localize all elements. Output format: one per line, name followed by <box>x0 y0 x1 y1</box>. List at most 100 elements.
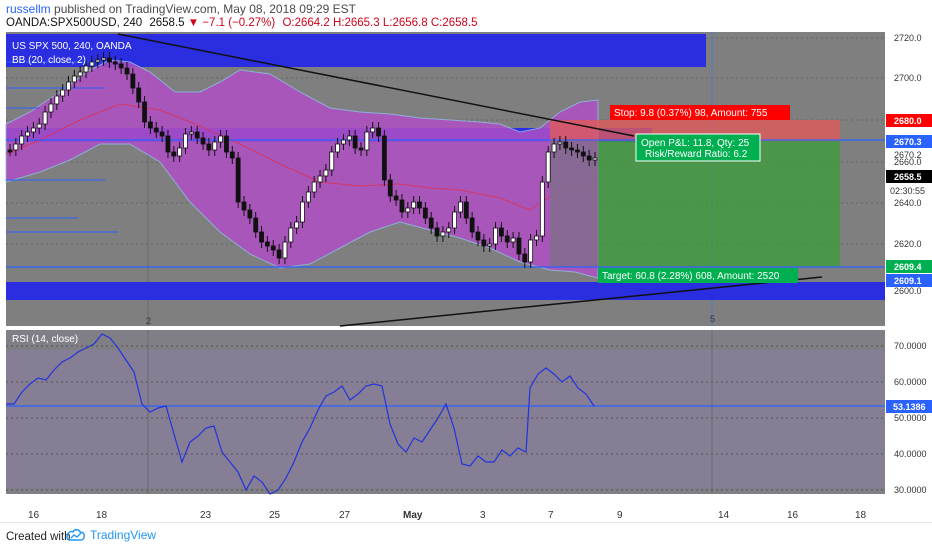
target-label[interactable]: Target: 60.8 (2.28%) 608, Amount: 2520 <box>598 268 798 283</box>
candle-body <box>48 103 54 113</box>
candle-body <box>54 95 60 105</box>
candle-body <box>300 201 305 223</box>
candle-body <box>124 67 130 75</box>
candle-body <box>112 61 118 65</box>
candle-body <box>341 139 346 145</box>
svg-text:5: 5 <box>710 314 715 324</box>
entry-overlap <box>550 141 598 267</box>
candle-body <box>580 151 586 157</box>
stop-zone[interactable] <box>550 120 840 141</box>
candle-body <box>42 111 48 125</box>
candle-body <box>107 57 112 63</box>
candle-body <box>534 235 539 241</box>
support-zone[interactable] <box>6 282 885 300</box>
high-value: H:2665.3 <box>332 17 380 29</box>
resistance-trendline[interactable] <box>117 33 635 137</box>
candle-body <box>311 181 317 193</box>
rsi-tick: 70.0000 <box>894 341 927 351</box>
time-tick: 3 <box>480 510 486 521</box>
candle-body <box>469 217 475 233</box>
time-tick: 18 <box>855 510 867 521</box>
rsi-value-tag: 53.1386 <box>893 402 926 412</box>
candle-body <box>101 57 106 61</box>
footer: Created with TradingView <box>0 522 932 551</box>
tradingview-brand: TradingView <box>90 528 157 542</box>
low-value: L:2656.8 <box>382 17 428 29</box>
candle-body <box>539 181 545 237</box>
level-price-tag: 2670.3 <box>894 137 922 147</box>
candle-body <box>387 179 393 197</box>
price-tags: 2680.0 2670.3 2670.2 2658.5 02:30:55 260… <box>886 114 932 296</box>
candle-body <box>224 135 229 153</box>
stop-label-text: Stop: 9.8 (0.37%) 98, Amount: 755 <box>614 108 768 119</box>
candle-body <box>551 143 557 153</box>
candle-body <box>370 127 376 133</box>
price-tick: 2600.0 <box>894 286 922 296</box>
entry-price-tag: 2670.2 <box>894 150 922 160</box>
candle-body <box>440 231 446 237</box>
price-tick: 2640.0 <box>894 198 922 208</box>
pane-separator[interactable] <box>6 326 885 330</box>
candle-body <box>218 135 224 143</box>
author-link[interactable]: russellm <box>6 2 51 16</box>
rsi-tick: 40.0000 <box>894 449 927 459</box>
open-value: O:2664.2 <box>282 17 330 29</box>
time-tick: 16 <box>28 510 40 521</box>
candle-body <box>241 201 247 211</box>
candle-body <box>463 201 469 219</box>
stop-label[interactable]: Stop: 9.8 (0.37%) 98, Amount: 755 <box>610 105 790 120</box>
support-price-tag: 2609.1 <box>894 276 922 286</box>
time-axis[interactable]: 16 18 23 25 27 May 3 7 9 14 16 18 <box>28 510 867 521</box>
publish-line: russellm published on TradingView.com, M… <box>6 2 356 16</box>
time-tick: 16 <box>787 510 799 521</box>
candle-body <box>592 157 598 161</box>
bollinger-band <box>5 59 599 279</box>
candle-body <box>446 227 452 233</box>
candle-body <box>142 101 147 123</box>
candle-body <box>475 231 481 241</box>
candle-body <box>7 149 13 153</box>
countdown-tag: 02:30:55 <box>890 186 925 196</box>
candle-body <box>522 253 528 263</box>
rsi-line <box>6 333 595 495</box>
candle-body <box>493 227 498 245</box>
candle-body <box>247 209 253 219</box>
candle-body <box>364 131 370 151</box>
created-with-text: Created with <box>6 531 71 543</box>
candle-body <box>294 221 300 229</box>
price-axis[interactable]: 2720.0 2700.0 2660.0 2640.0 2620.0 <box>894 33 922 249</box>
candle-body <box>83 65 89 73</box>
rsi-axis[interactable]: 70.0000 60.0000 50.0000 40.0000 30.0000 … <box>886 341 932 495</box>
candle-body <box>323 169 329 177</box>
candle-body <box>235 157 241 203</box>
bb-legend: BB (20, close, 2) <box>12 55 86 66</box>
symbol-label: OANDA:SPX500USD, 240 <box>6 17 143 29</box>
candle-body <box>393 195 399 201</box>
time-tick: 27 <box>339 510 351 521</box>
candle-body <box>381 135 387 181</box>
tradingview-cloud-icon <box>66 529 85 541</box>
left-gutter <box>0 32 6 522</box>
support-trendline[interactable] <box>339 276 823 327</box>
candle-body <box>569 147 574 151</box>
candle-body <box>329 151 335 171</box>
target-zone[interactable] <box>550 141 840 267</box>
tradingview-logo[interactable]: TradingView <box>66 528 156 542</box>
candle-body <box>458 201 463 213</box>
candle-body <box>77 71 83 77</box>
rsi-tick: 60.0000 <box>894 377 927 387</box>
rsi-legend: RSI (14, close) <box>12 334 78 345</box>
left-level-ticks <box>6 61 118 233</box>
candle-body <box>504 235 510 243</box>
candle-body <box>95 59 101 63</box>
candle-body <box>498 227 504 237</box>
pnl-label[interactable]: Open P&L: 11.8, Qty: 25 Risk/Reward Rati… <box>635 133 761 162</box>
candle-body <box>487 243 493 247</box>
time-tick: 9 <box>617 510 623 521</box>
candle-body <box>586 155 592 161</box>
candle-body <box>66 81 71 91</box>
candle-body <box>118 63 124 69</box>
candle-body <box>136 87 142 103</box>
candle-body <box>317 175 323 183</box>
chart-canvas[interactable]: 2 5 US SPX 500, 240, OANDA BB (20, close… <box>0 32 932 522</box>
